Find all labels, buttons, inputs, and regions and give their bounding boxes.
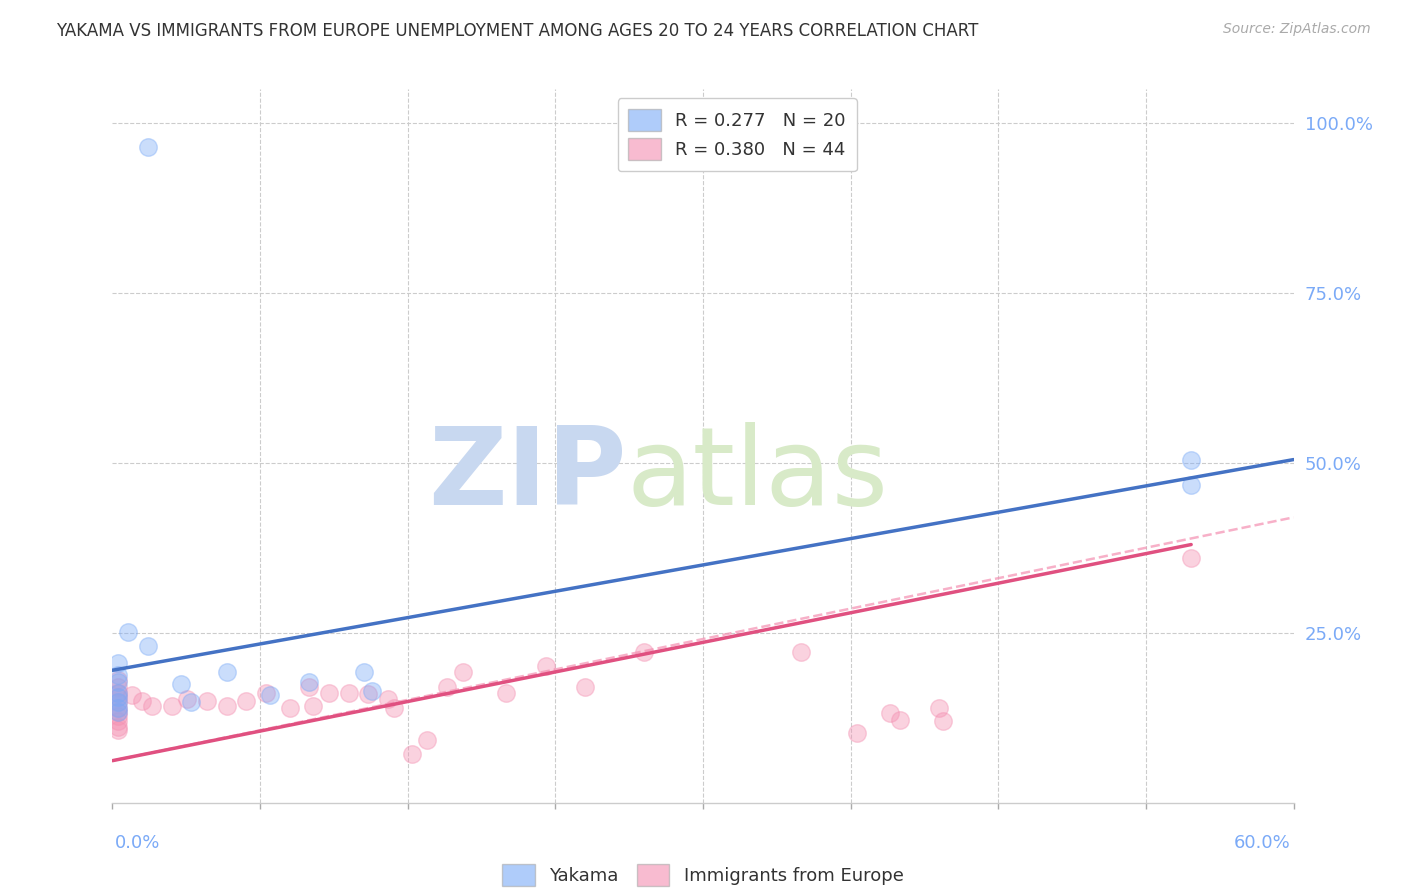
Point (107, 673, 129, 688)
Point (107, 695, 129, 709)
Point (107, 695, 129, 709)
Point (107, 657, 129, 671)
Point (298, 674, 321, 689)
Y-axis label: Unemployment Among Ages 20 to 24 years: Unemployment Among Ages 20 to 24 years (0, 264, 8, 628)
Text: ZIP: ZIP (427, 422, 626, 527)
Point (254, 686, 277, 700)
Point (302, 699, 325, 714)
Point (136, 140, 159, 154)
Point (932, 714, 955, 729)
Point (107, 714, 129, 729)
Point (215, 665, 238, 680)
Point (107, 700, 129, 714)
Point (107, 700, 129, 714)
Point (382, 700, 405, 714)
Point (495, 686, 517, 700)
Legend: Yakama, Immigrants from Europe: Yakama, Immigrants from Europe (495, 857, 911, 892)
Point (574, 680, 596, 694)
Point (790, 645, 813, 659)
Text: Source: ZipAtlas.com: Source: ZipAtlas.com (1223, 22, 1371, 37)
Point (1180, 452, 1202, 467)
Point (1180, 551, 1202, 566)
Point (107, 706, 129, 720)
Point (928, 700, 950, 714)
Point (107, 690, 129, 705)
Point (107, 708, 129, 723)
Point (357, 687, 380, 701)
Point (107, 720, 129, 734)
Point (117, 624, 139, 639)
Point (436, 680, 458, 694)
Point (401, 747, 423, 761)
Point (278, 700, 301, 714)
Point (136, 640, 159, 654)
Point (107, 680, 129, 694)
Point (107, 706, 129, 720)
Point (107, 723, 129, 737)
Point (889, 713, 911, 727)
Point (141, 699, 163, 714)
Point (1180, 477, 1202, 491)
Point (377, 692, 399, 706)
Point (180, 695, 202, 709)
Text: 0.0%: 0.0% (115, 834, 160, 852)
Point (259, 689, 281, 703)
Point (416, 733, 439, 747)
Point (534, 658, 557, 673)
Point (176, 692, 198, 706)
Point (879, 706, 901, 720)
Point (235, 694, 257, 708)
Point (845, 726, 868, 740)
Point (215, 699, 238, 714)
Point (107, 674, 129, 689)
Point (451, 665, 474, 680)
Point (107, 686, 129, 700)
Point (107, 686, 129, 700)
Point (160, 699, 183, 714)
Point (337, 686, 360, 700)
Point (353, 665, 375, 680)
Point (131, 694, 153, 708)
Point (318, 686, 340, 700)
Point (107, 690, 129, 705)
Point (107, 668, 129, 682)
Text: atlas: atlas (626, 422, 889, 527)
Point (170, 677, 193, 691)
Point (633, 645, 655, 659)
Point (361, 683, 384, 698)
Text: YAKAMA VS IMMIGRANTS FROM EUROPE UNEMPLOYMENT AMONG AGES 20 TO 24 YEARS CORRELAT: YAKAMA VS IMMIGRANTS FROM EUROPE UNEMPLO… (56, 22, 979, 40)
Point (195, 694, 218, 708)
Point (298, 680, 321, 694)
Text: 60.0%: 60.0% (1234, 834, 1291, 852)
Point (121, 689, 143, 703)
